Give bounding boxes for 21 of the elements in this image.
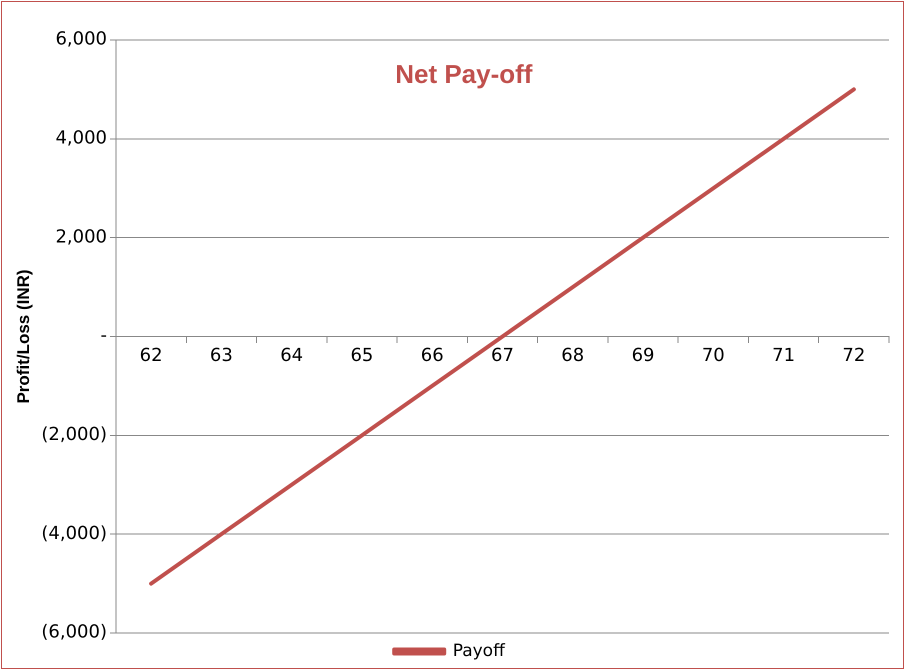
x-tick-label: 67 [491,344,514,366]
x-tick-label: 70 [702,344,725,366]
legend-label: Payoff [452,640,506,661]
y-tick-label: 6,000 [55,28,107,50]
y-tick-label: (2,000) [41,424,107,446]
x-tick-label: 68 [561,344,584,366]
x-tick-label: 69 [632,344,654,366]
x-tick-label: 64 [280,344,304,366]
y-axis-title: Profit/Loss (INR) [14,269,33,404]
text: Net Pay-off [395,59,533,90]
x-tick-label: 72 [842,344,866,366]
y-tick-label: - [100,325,107,346]
x-tick-label: 65 [350,344,374,366]
y-tick-label: (4,000) [41,522,107,544]
x-tick-label: 66 [420,344,444,366]
y-tick-label: (6,000) [41,622,107,643]
x-tick-label: 62 [140,344,163,366]
x-tick-label: 63 [210,344,233,366]
x-tick-label: 71 [772,344,796,366]
y-tick-label: 2,000 [55,226,107,248]
y-tick-label: 4,000 [55,128,107,149]
